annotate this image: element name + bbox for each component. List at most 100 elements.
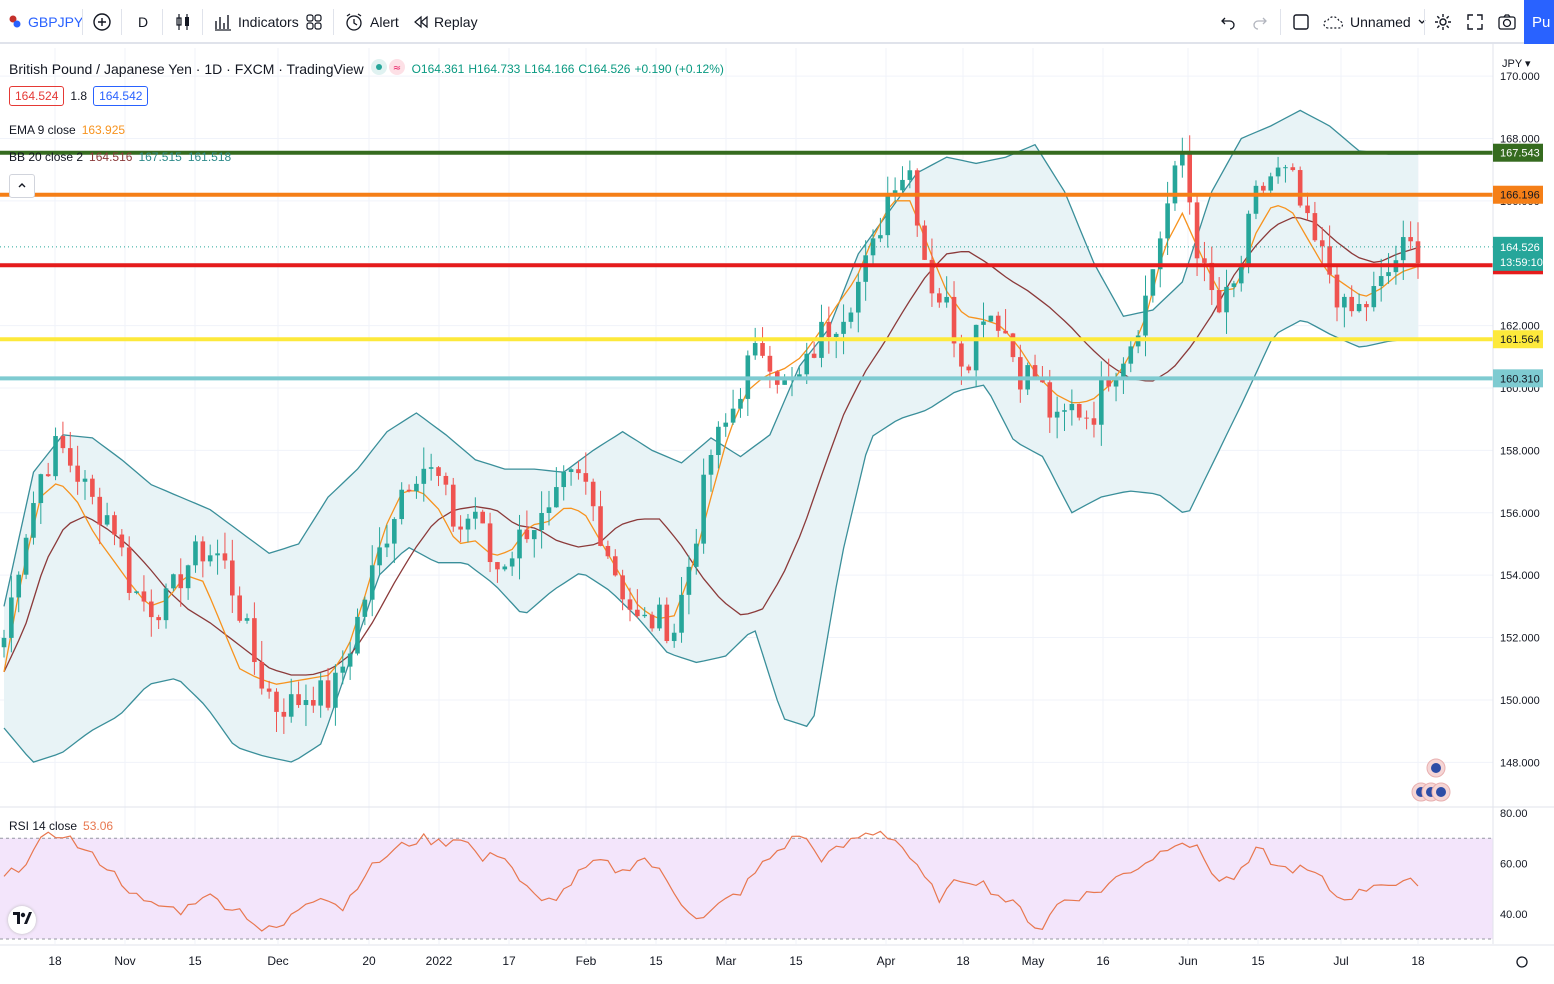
fullscreen-button[interactable] — [1466, 0, 1484, 44]
candle-body — [1268, 176, 1274, 191]
candle-body — [1209, 262, 1215, 291]
snapshot-button[interactable] — [1497, 0, 1517, 44]
candle-body — [244, 618, 250, 621]
candle-body — [1091, 418, 1097, 425]
chart-canvas[interactable]: JPY ▾170.000168.000166.000164.000162.000… — [0, 44, 1554, 984]
undo-button[interactable] — [1220, 0, 1236, 44]
candle-body — [760, 343, 765, 356]
instrument-title: British Pound / Japanese Yen · 1D · FXCM… — [9, 60, 364, 77]
candle-body — [495, 562, 500, 570]
indicators-label: Indicators — [238, 14, 299, 30]
rsi-legend: RSI 14 close 53.06 — [9, 819, 113, 833]
candle-body — [60, 436, 66, 449]
candle-body — [1018, 357, 1023, 390]
layout-menu-button[interactable]: Unnamed — [1322, 0, 1427, 44]
candle-body — [414, 483, 419, 492]
candle-body — [995, 315, 1001, 331]
candle-body — [200, 541, 206, 562]
candle-body — [1099, 378, 1104, 425]
candle-body — [126, 547, 132, 593]
tradingview-logo[interactable] — [8, 906, 36, 934]
candle-body — [392, 519, 397, 544]
candle-body — [649, 614, 655, 629]
candle-body — [598, 506, 603, 546]
bb-upper-value: 167.515 — [138, 150, 182, 164]
compare-symbol-button[interactable] — [92, 0, 112, 44]
axis-settings-icon[interactable] — [1516, 956, 1528, 968]
chart-type-button[interactable] — [174, 0, 192, 44]
divider — [82, 9, 83, 35]
bollinger-upper-band — [3, 109, 1418, 607]
time-tick-label: Nov — [114, 954, 135, 968]
candle-body — [1371, 286, 1377, 308]
redo-button[interactable] — [1252, 0, 1268, 44]
alert-button[interactable]: Alert — [344, 0, 399, 44]
candle-body — [443, 475, 449, 485]
candle-body — [1032, 365, 1038, 377]
candle-body — [1349, 296, 1355, 312]
buy-price-button[interactable]: 164.542 — [93, 86, 149, 106]
candle-body — [1297, 170, 1303, 206]
interval-button[interactable]: D — [138, 0, 148, 44]
last-price-tag — [1493, 236, 1543, 271]
candle-body — [347, 653, 353, 667]
candle-body — [1290, 167, 1296, 171]
candle-body — [45, 474, 51, 477]
indicators-button[interactable]: Indicators — [214, 0, 299, 44]
candle-body — [1224, 286, 1229, 313]
layout-name: Unnamed — [1350, 14, 1411, 30]
candle-body — [9, 597, 14, 638]
candle-body — [811, 353, 817, 358]
divider — [1424, 9, 1425, 35]
uk-flag-icon — [1431, 763, 1441, 773]
candle-body — [627, 599, 633, 610]
candle-body — [1319, 240, 1325, 247]
collapse-legend-button[interactable] — [9, 174, 35, 198]
change-value: +0.190 (+0.12%) — [634, 61, 724, 76]
time-tick-label: 15 — [1251, 954, 1265, 968]
symbol-search-button[interactable]: GBPJPY — [8, 0, 83, 44]
ohlc-values: O164.361 H164.733 L164.166 C164.526 +0.190 (… — [412, 62, 728, 76]
candle-body — [664, 604, 670, 642]
candle-body — [642, 614, 648, 617]
fullscreen-toggle-button[interactable] — [1292, 0, 1310, 44]
bollinger-basis-line — [3, 216, 1419, 676]
price-tick-label: 158.000 — [1500, 445, 1540, 457]
plus-circle-icon — [92, 12, 112, 32]
candle-body — [554, 487, 559, 508]
candle-body — [782, 380, 787, 385]
candle-body — [340, 666, 346, 673]
undo-icon — [1220, 14, 1236, 30]
candle-body — [16, 574, 22, 598]
candle-body — [959, 343, 964, 367]
settings-button[interactable] — [1433, 0, 1453, 44]
price-tick-label: 154.000 — [1500, 570, 1540, 582]
time-tick-label: Dec — [267, 954, 288, 968]
camera-icon — [1497, 13, 1517, 31]
candle-body — [104, 515, 110, 525]
candle-body — [1062, 410, 1067, 412]
time-tick-label: Apr — [877, 954, 896, 968]
publish-button[interactable]: Pu — [1524, 0, 1554, 44]
candle-body — [620, 575, 625, 600]
grid-icon — [305, 13, 323, 31]
replay-button[interactable]: Replay — [412, 0, 478, 44]
candle-body — [406, 489, 412, 492]
candle-body — [1106, 378, 1111, 387]
candle-body — [1246, 213, 1251, 266]
sell-price-button[interactable]: 164.524 — [9, 86, 65, 106]
candle-body — [1187, 153, 1192, 203]
candle-body — [325, 680, 331, 708]
candle-body — [1283, 167, 1288, 169]
candle-body — [509, 558, 515, 567]
open-value: O164.361 — [411, 61, 465, 76]
indicators-icon — [214, 13, 232, 31]
time-tick-label: Mar — [716, 954, 737, 968]
templates-button[interactable] — [305, 0, 323, 44]
candle-body — [1, 637, 7, 648]
candle-body — [716, 426, 721, 456]
candle-body — [1356, 304, 1362, 312]
candle-body — [148, 601, 154, 618]
currency-label[interactable]: JPY ▾ — [1502, 58, 1531, 70]
candle-body — [686, 566, 692, 595]
